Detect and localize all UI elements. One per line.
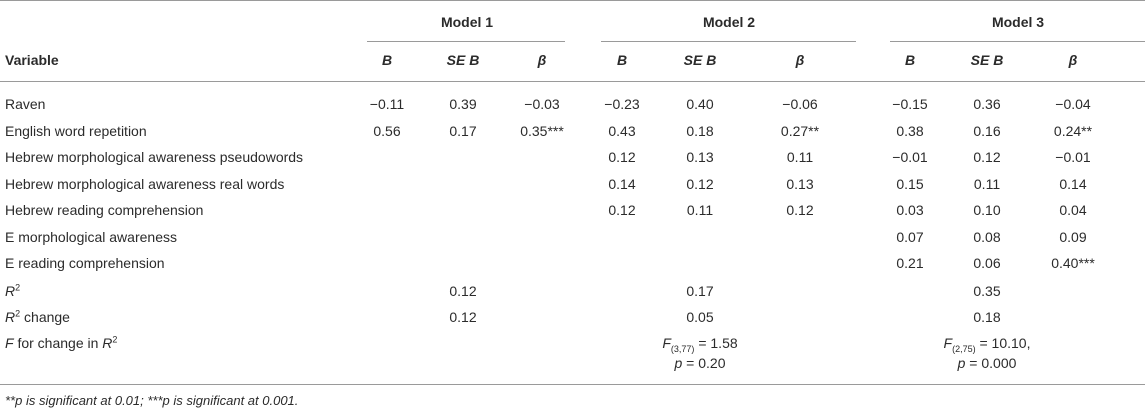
table-cell: 0.13 [786, 176, 814, 192]
model3-header: Model 3 [991, 14, 1045, 30]
table-cell: 0.17 [449, 123, 477, 139]
table-cell: 0.12 [686, 176, 714, 192]
m1-b-header: B [381, 52, 393, 68]
table-cell: −0.11 [369, 96, 405, 112]
table-cell: −0.15 [892, 96, 928, 112]
row-label: E reading comprehension [5, 255, 165, 271]
fchange-model2-f: F(3,77) = 1.58 [662, 335, 738, 354]
table-cell: −0.03 [524, 96, 560, 112]
bottom-rule [0, 384, 1145, 385]
table-cell: 0.39 [449, 96, 477, 112]
table-cell: 0.12 [973, 149, 1001, 165]
r2-label: R2 [5, 282, 21, 299]
table-cell: 0.04 [1059, 202, 1087, 218]
table-cell: 0.13 [686, 149, 714, 165]
table-cell: 0.24** [1053, 123, 1093, 139]
table-cell: 0.12 [786, 202, 814, 218]
table-cell: −0.04 [1055, 96, 1091, 112]
table-cell: 0.18 [686, 123, 714, 139]
r2-model3: 0.35 [973, 283, 1001, 299]
m1-beta-header: β [537, 52, 547, 68]
row-label: Hebrew morphological awareness pseudowor… [5, 149, 304, 165]
table-cell: 0.27** [780, 123, 820, 139]
row-label: E morphological awareness [5, 229, 177, 245]
table-cell: 0.10 [973, 202, 1001, 218]
table-cell: 0.12 [608, 149, 636, 165]
table-cell: 0.16 [973, 123, 1001, 139]
model3-underline [890, 41, 1145, 42]
r2change-model2: 0.05 [686, 309, 714, 325]
r2-model1: 0.12 [449, 283, 477, 299]
table-cell: 0.08 [973, 229, 1001, 245]
r2-model2: 0.17 [686, 283, 714, 299]
m1-seb-header: SE B [446, 52, 480, 68]
fchange-model3-p: p = 0.000 [957, 355, 1017, 371]
table-cell: 0.40*** [1051, 255, 1095, 271]
table-cell: 0.11 [786, 149, 814, 165]
m2-beta-header: β [795, 52, 805, 68]
model1-underline [367, 41, 565, 42]
fchange-model2-p: p = 0.20 [674, 355, 726, 371]
model2-header: Model 2 [702, 14, 756, 30]
row-label: Raven [5, 96, 46, 112]
table-cell: 0.12 [608, 202, 636, 218]
m3-beta-header: β [1068, 52, 1078, 68]
row-label: English word repetition [5, 123, 147, 139]
r2change-model1: 0.12 [449, 309, 477, 325]
m2-seb-header: SE B [683, 52, 717, 68]
footnote: **p is significant at 0.01; ***p is sign… [5, 393, 299, 408]
table-cell: 0.43 [608, 123, 636, 139]
table-cell: −0.01 [892, 149, 928, 165]
fchange-model3-f: F(2,75) = 10.10, [943, 335, 1031, 354]
m2-b-header: B [616, 52, 628, 68]
table-cell: 0.09 [1059, 229, 1087, 245]
table-cell: 0.14 [1059, 176, 1087, 192]
variable-header: Variable [5, 52, 59, 68]
header-rule [0, 81, 1145, 82]
table-cell: 0.35*** [520, 123, 564, 139]
table-cell: 0.56 [373, 123, 401, 139]
table-cell: −0.23 [604, 96, 640, 112]
table-cell: 0.15 [896, 176, 924, 192]
table-cell: 0.07 [896, 229, 924, 245]
m3-b-header: B [904, 52, 916, 68]
model1-header: Model 1 [440, 14, 494, 30]
r2change-label: R2 change [5, 308, 70, 325]
table-cell: 0.40 [686, 96, 714, 112]
m3-seb-header: SE B [970, 52, 1004, 68]
table-cell: 0.06 [973, 255, 1001, 271]
table-cell: 0.11 [973, 176, 1001, 192]
row-label: Hebrew morphological awareness real word… [5, 176, 285, 192]
table-cell: 0.36 [973, 96, 1001, 112]
row-label: Hebrew reading comprehension [5, 202, 204, 218]
r2change-model3: 0.18 [973, 309, 1001, 325]
table-cell: 0.14 [608, 176, 636, 192]
table-cell: 0.38 [896, 123, 924, 139]
fchange-label: F for change in R2 [5, 334, 118, 351]
table-cell: 0.03 [896, 202, 924, 218]
table-cell: 0.21 [896, 255, 924, 271]
table-cell: 0.11 [686, 202, 714, 218]
top-rule [0, 0, 1145, 1]
table-cell: −0.06 [782, 96, 818, 112]
table-cell: −0.01 [1055, 149, 1091, 165]
model2-underline [601, 41, 856, 42]
